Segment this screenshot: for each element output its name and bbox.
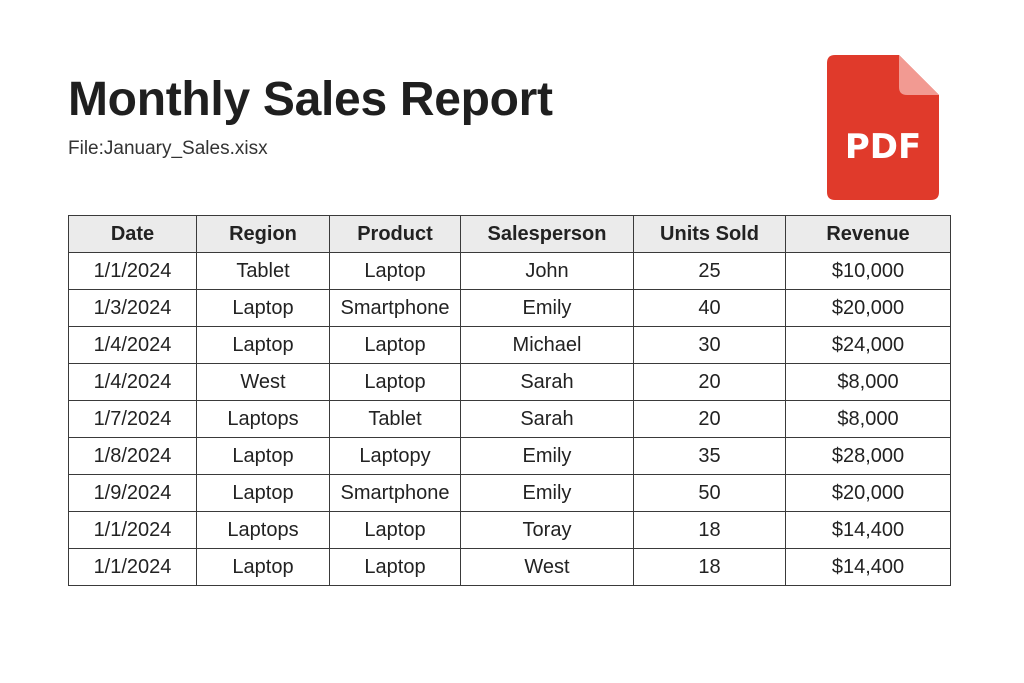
sales-table: Date Region Product Salesperson Units So… <box>68 215 951 586</box>
cell-region: West <box>196 363 330 401</box>
pdf-icon-fold <box>899 55 939 95</box>
column-header-units-sold: Units Sold <box>633 215 786 253</box>
cell-product: Laptop <box>329 548 461 586</box>
cell-salesperson: Emily <box>460 474 634 512</box>
cell-units-sold: 20 <box>633 400 786 438</box>
cell-product: Laptop <box>329 252 461 290</box>
cell-revenue: $8,000 <box>785 363 951 401</box>
column-header-revenue: Revenue <box>785 215 951 253</box>
cell-region: Tablet <box>196 252 330 290</box>
cell-salesperson: West <box>460 548 634 586</box>
cell-units-sold: 20 <box>633 363 786 401</box>
cell-units-sold: 30 <box>633 326 786 364</box>
cell-product: Laptop <box>329 511 461 549</box>
cell-revenue: $24,000 <box>785 326 951 364</box>
cell-salesperson: John <box>460 252 634 290</box>
table-header-row: Date Region Product Salesperson Units So… <box>68 215 951 253</box>
cell-units-sold: 25 <box>633 252 786 290</box>
table-row: 1/1/2024 Tablet Laptop John 25 $10,000 <box>68 252 951 290</box>
column-header-region: Region <box>196 215 330 253</box>
column-header-product: Product <box>329 215 461 253</box>
cell-units-sold: 18 <box>633 511 786 549</box>
cell-revenue: $28,000 <box>785 437 951 475</box>
file-name-label: File:January_Sales.xisx <box>68 138 268 159</box>
table-row: 1/4/2024 Laptop Laptop Michael 30 $24,00… <box>68 326 951 364</box>
cell-product: Laptop <box>329 363 461 401</box>
cell-region: Laptop <box>196 548 330 586</box>
cell-region: Laptop <box>196 326 330 364</box>
table-row: 1/7/2024 Laptops Tablet Sarah 20 $8,000 <box>68 400 951 438</box>
table-row: 1/1/2024 Laptops Laptop Toray 18 $14,400 <box>68 511 951 549</box>
cell-revenue: $8,000 <box>785 400 951 438</box>
cell-date: 1/1/2024 <box>68 252 197 290</box>
cell-salesperson: Sarah <box>460 363 634 401</box>
cell-salesperson: Michael <box>460 326 634 364</box>
cell-units-sold: 35 <box>633 437 786 475</box>
report-title: Monthly Sales Report <box>68 73 553 126</box>
table-row: 1/3/2024 Laptop Smartphone Emily 40 $20,… <box>68 289 951 327</box>
cell-revenue: $20,000 <box>785 289 951 327</box>
cell-date: 1/1/2024 <box>68 548 197 586</box>
cell-product: Smartphone <box>329 289 461 327</box>
table-row: 1/9/2024 Laptop Smartphone Emily 50 $20,… <box>68 474 951 512</box>
cell-date: 1/4/2024 <box>68 363 197 401</box>
cell-region: Laptops <box>196 400 330 438</box>
cell-date: 1/3/2024 <box>68 289 197 327</box>
cell-region: Laptop <box>196 474 330 512</box>
cell-revenue: $10,000 <box>785 252 951 290</box>
cell-date: 1/8/2024 <box>68 437 197 475</box>
cell-product: Smartphone <box>329 474 461 512</box>
cell-region: Laptop <box>196 289 330 327</box>
cell-date: 1/4/2024 <box>68 326 197 364</box>
cell-product: Laptop <box>329 326 461 364</box>
cell-units-sold: 40 <box>633 289 786 327</box>
cell-revenue: $14,400 <box>785 511 951 549</box>
cell-revenue: $14,400 <box>785 548 951 586</box>
cell-region: Laptops <box>196 511 330 549</box>
cell-region: Laptop <box>196 437 330 475</box>
column-header-salesperson: Salesperson <box>460 215 634 253</box>
cell-units-sold: 50 <box>633 474 786 512</box>
cell-salesperson: Sarah <box>460 400 634 438</box>
cell-date: 1/9/2024 <box>68 474 197 512</box>
column-header-date: Date <box>68 215 197 253</box>
table-row: 1/4/2024 West Laptop Sarah 20 $8,000 <box>68 363 951 401</box>
cell-product: Laptopy <box>329 437 461 475</box>
cell-salesperson: Emily <box>460 437 634 475</box>
cell-salesperson: Emily <box>460 289 634 327</box>
cell-revenue: $20,000 <box>785 474 951 512</box>
cell-date: 1/1/2024 <box>68 511 197 549</box>
table-row: 1/8/2024 Laptop Laptopy Emily 35 $28,000 <box>68 437 951 475</box>
cell-date: 1/7/2024 <box>68 400 197 438</box>
cell-salesperson: Toray <box>460 511 634 549</box>
cell-product: Tablet <box>329 400 461 438</box>
cell-units-sold: 18 <box>633 548 786 586</box>
pdf-icon-label: PDF <box>845 127 921 167</box>
table-row: 1/1/2024 Laptop Laptop West 18 $14,400 <box>68 548 951 586</box>
pdf-file-icon: PDF <box>827 55 939 200</box>
